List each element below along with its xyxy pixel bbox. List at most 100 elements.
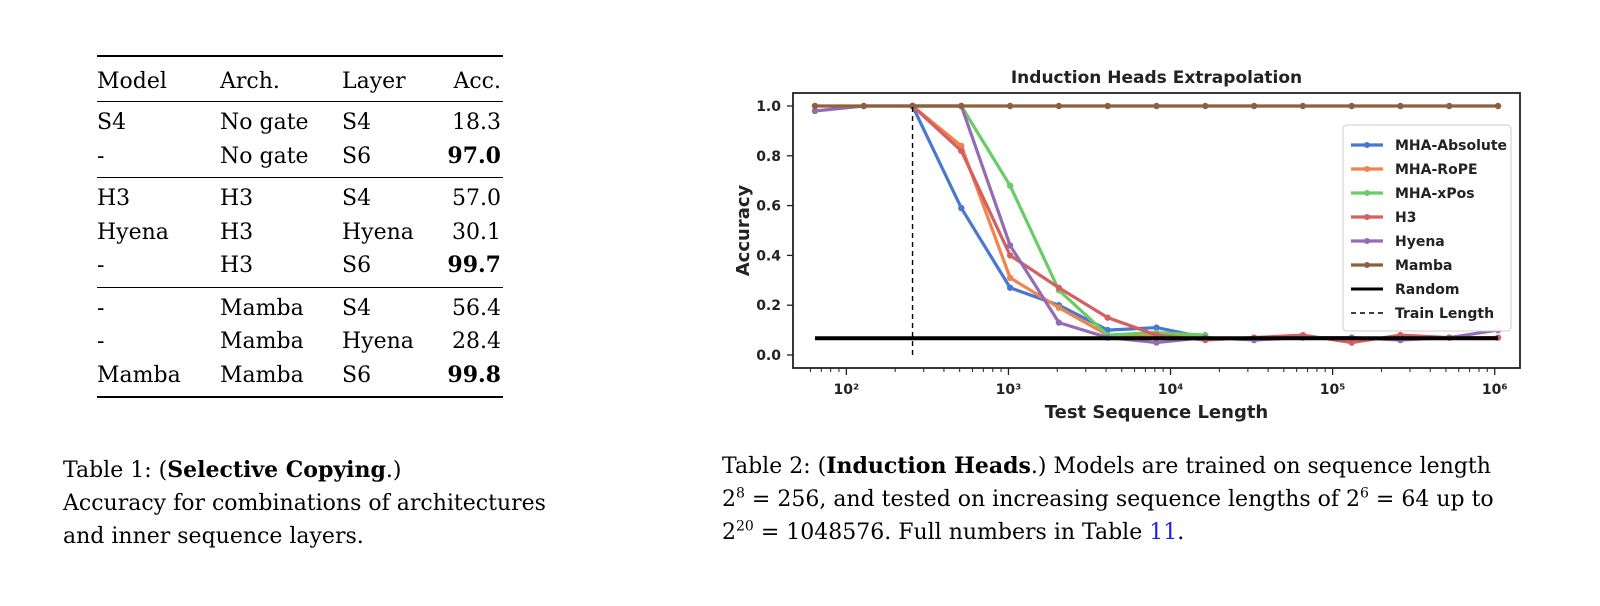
layer-cell: S6: [342, 253, 372, 278]
data-point-mamba: [958, 102, 965, 110]
table1-caption: Table 1: (Selective Copying.) Accuracy f…: [63, 454, 583, 553]
y-tick-label: 0.0: [756, 348, 781, 364]
caption-label: Table 1: (: [63, 458, 168, 483]
data-point-mamba: [811, 102, 819, 110]
table-row: S4 No gate S4 18.3: [97, 106, 503, 140]
table-group-rule: [97, 177, 503, 178]
data-point-h3: [1055, 284, 1063, 291]
table-row: Hyena H3 Hyena 30.1: [97, 216, 503, 250]
caption2-l2a: 2: [722, 487, 736, 512]
layer-cell: S6: [342, 143, 372, 169]
y-tick-label: 0.8: [756, 149, 781, 165]
line-chart: Induction Heads Extrapolation 0.0 0.2 0.4 0.…: [733, 68, 1521, 423]
table-row: H3 H3 S4 57.0: [97, 182, 503, 216]
caption-line3: and inner sequence layers.: [63, 524, 364, 549]
acc-cell: 57.0: [452, 186, 501, 211]
legend-marker: [1364, 166, 1370, 172]
layer-cell: S4: [342, 295, 372, 321]
model-cell: Hyena: [97, 219, 169, 245]
caption-after: .): [385, 458, 402, 483]
data-point-mamba: [1250, 102, 1258, 110]
table-body: S4 No gate S4 18.3- No gate S6 97.0 H3 H3 S4 57.0 H…: [97, 101, 503, 398]
table-top-rule: [97, 55, 503, 57]
legend-marker: [1364, 214, 1370, 220]
data-point-mamba: [1153, 102, 1160, 110]
data-point-hyena: [811, 107, 819, 115]
data-point-hyena: [1153, 339, 1160, 346]
legend-label: MHA-Absolute: [1395, 138, 1507, 154]
caption2-l3a: 2: [722, 520, 736, 545]
legend-marker: [1364, 142, 1370, 148]
table-row: - Mamba Hyena 28.4: [97, 325, 503, 359]
arch-cell: H3: [220, 253, 254, 278]
y-tick-label: 0.4: [756, 248, 781, 264]
model-cell: -: [97, 295, 105, 321]
header-arch: Arch.: [220, 69, 280, 94]
data-point-h3: [1348, 339, 1355, 346]
header-acc: Acc.: [453, 69, 501, 94]
caption2-label: Table 2: (: [722, 454, 827, 479]
table-bottom-rule: [97, 396, 503, 398]
arch-cell: Mamba: [220, 362, 304, 388]
acc-cell: 28.4: [452, 329, 501, 354]
caption2-sup-6: 6: [1360, 485, 1369, 502]
table-selective-copying: Model Arch. Layer Acc. S4 No gate S4 18.3 - N…: [97, 55, 503, 398]
table2-caption: Table 2: (Induction Heads.) Models are t…: [722, 450, 1532, 549]
arch-cell: No gate: [220, 143, 309, 169]
model-cell: -: [97, 143, 105, 169]
table-11-link[interactable]: 11: [1149, 520, 1178, 545]
data-point-mha-xpos: [1006, 182, 1014, 189]
x-tick-label: 10²: [834, 382, 860, 398]
header-model: Model: [97, 69, 167, 94]
x-axis-label: Test Sequence Length: [1045, 402, 1269, 423]
data-point-mamba: [1202, 102, 1209, 110]
data-point-mamba: [1397, 102, 1404, 110]
caption2-l3c: .: [1177, 520, 1185, 545]
data-point-mamba: [1006, 102, 1014, 110]
legend-label: H3: [1395, 210, 1416, 226]
model-cell: H3: [97, 186, 131, 211]
caption2-l2c: = 64 up to: [1368, 487, 1494, 512]
data-point-mha-rope: [1006, 274, 1014, 282]
legend-label: MHA-xPos: [1395, 186, 1475, 202]
layer-cell: Hyena: [342, 219, 414, 245]
y-tick-label: 0.2: [756, 298, 781, 314]
model-cell: -: [97, 329, 105, 354]
model-cell: -: [97, 253, 105, 278]
acc-cell: 30.1: [452, 219, 501, 245]
x-tick-label: 10³: [996, 382, 1022, 398]
data-point-h3: [1104, 314, 1111, 321]
legend-marker: [1364, 262, 1370, 268]
arch-cell: No gate: [220, 110, 309, 135]
acc-cell: 99.8: [447, 361, 501, 388]
acc-cell: 18.3: [452, 110, 501, 135]
y-tick-label: 1.0: [756, 99, 781, 115]
y-axis-label: Accuracy: [733, 184, 754, 276]
caption2-p1: .) Models are trained on sequence length: [1030, 454, 1491, 479]
caption2-l2b: = 256, and tested on increasing sequence…: [744, 487, 1360, 512]
legend-label: Hyena: [1395, 234, 1445, 250]
arch-cell: Mamba: [220, 295, 304, 321]
x-tick-label: 10⁴: [1158, 382, 1184, 398]
data-point-mamba: [1055, 102, 1063, 110]
caption2-l3b: = 1048576. Full numbers in Table: [753, 520, 1150, 545]
chart-title: Induction Heads Extrapolation: [1011, 68, 1302, 88]
table-header-row: Model Arch. Layer Acc.: [97, 57, 503, 101]
data-point-mamba: [860, 102, 867, 110]
table-group-rule: [97, 101, 503, 102]
data-point-mamba: [1494, 102, 1502, 110]
caption2-sup-8: 8: [736, 485, 745, 502]
y-tick-label: 0.6: [756, 199, 781, 215]
data-point-mamba: [1348, 102, 1355, 110]
legend-box: [1342, 124, 1512, 332]
caption2-bold: Induction Heads: [826, 453, 1031, 479]
layer-cell: Hyena: [342, 329, 414, 354]
arch-cell: H3: [220, 186, 254, 211]
layer-cell: S4: [342, 110, 372, 135]
data-point-mha-absolute: [958, 204, 965, 212]
legend-label: Mamba: [1395, 258, 1452, 274]
acc-cell: 99.7: [447, 252, 501, 278]
data-point-mamba: [1104, 102, 1111, 110]
data-point-mha-absolute: [1153, 324, 1160, 331]
data-point-mamba: [1299, 102, 1307, 110]
